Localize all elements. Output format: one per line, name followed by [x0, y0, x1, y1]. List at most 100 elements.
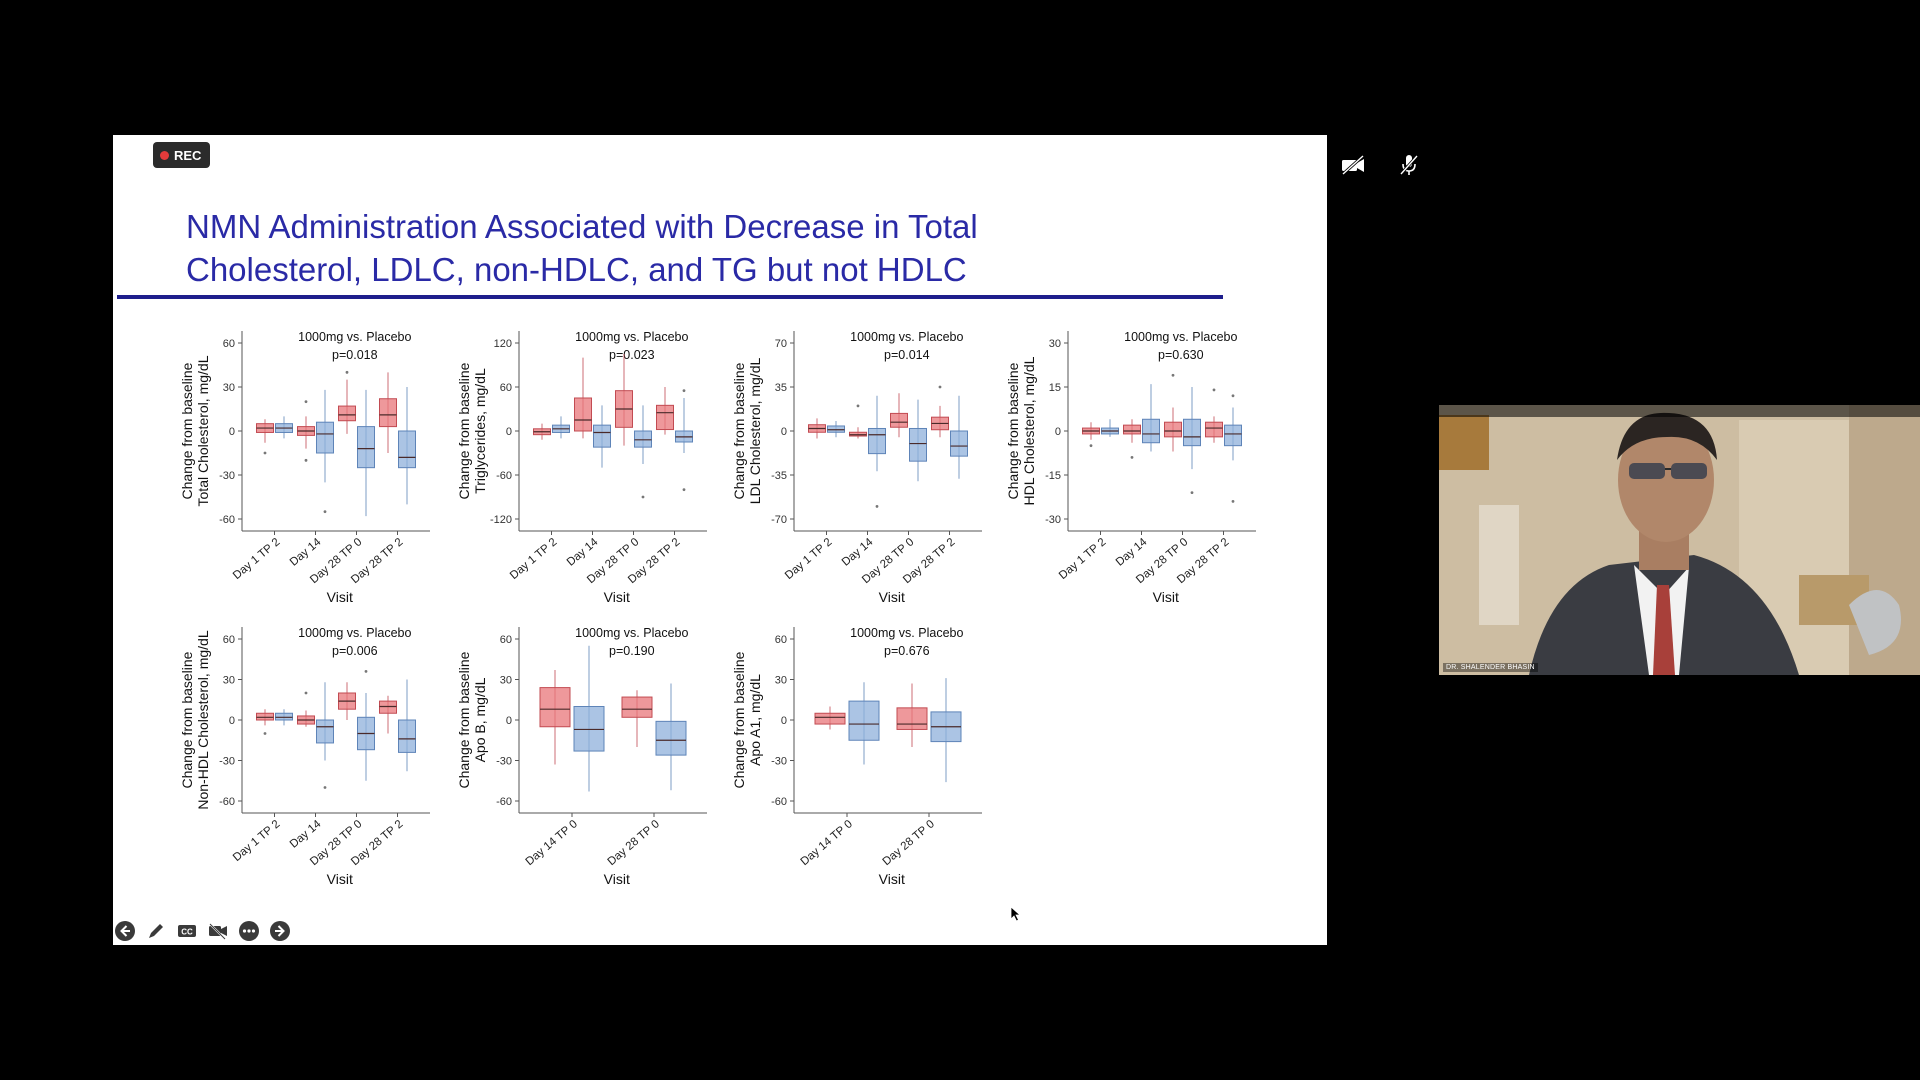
box-outlier [1212, 388, 1216, 392]
x-axis-label: Visit [604, 589, 630, 605]
y-tick-label: -30 [496, 756, 512, 768]
box-placebo [398, 430, 416, 469]
y-tick-label: 30 [223, 382, 235, 394]
x-axis-label: Visit [1153, 589, 1179, 605]
pen-icon[interactable] [144, 919, 168, 943]
y-tick-label: 60 [775, 634, 787, 646]
y-tick-label: 30 [1049, 338, 1061, 350]
y-axis-label: Apo A1, mg/dL [747, 674, 763, 766]
box-treatment [1123, 424, 1141, 435]
p-value-label: p=0.014 [884, 348, 930, 362]
p-value-label: p=0.023 [609, 348, 655, 362]
y-tick-label: 60 [223, 338, 235, 350]
box-placebo [848, 700, 880, 741]
y-tick-label: 0 [229, 426, 235, 438]
y-axis-label: Change from baseline [731, 362, 747, 499]
box-treatment [539, 687, 571, 728]
box-outlier [856, 404, 860, 408]
comparison-annotation: 1000mg vs. Placebo [298, 626, 411, 640]
box-outlier [641, 495, 645, 499]
box-outlier [304, 691, 308, 695]
comparison-annotation: 1000mg vs. Placebo [850, 330, 963, 344]
video-camera-off-icon[interactable] [206, 919, 230, 943]
x-axis-label: Visit [879, 589, 905, 605]
y-tick-label: -30 [219, 470, 235, 482]
slide-title: NMN Administration Associated with Decre… [186, 205, 1186, 291]
video-tile-top-bar [1439, 405, 1920, 417]
y-tick-label: -15 [1045, 470, 1061, 482]
y-tick-label: 30 [775, 675, 787, 687]
y-tick-label: 120 [494, 338, 512, 350]
box-treatment [338, 405, 356, 422]
box-outlier [875, 505, 879, 508]
x-tick-label: Day 14 [288, 536, 324, 569]
recording-badge: REC [153, 142, 211, 168]
box-placebo [634, 430, 652, 448]
y-tick-label: 0 [506, 715, 512, 727]
box-outlier [323, 786, 327, 789]
x-tick-label: Day 1 TP 2 [231, 536, 282, 582]
x-tick-label: Day 14 [1114, 536, 1150, 569]
closed-captions-icon[interactable]: CC [175, 919, 199, 943]
back-arrow-icon[interactable] [113, 919, 137, 943]
participant-name: DR. SHALENDER BHASIN [1443, 663, 1538, 672]
y-tick-label: -60 [496, 470, 512, 482]
box-outlier [1089, 444, 1093, 448]
y-axis-label: Total Cholesterol, mg/dL [195, 355, 211, 506]
recording-label: REC [174, 147, 202, 163]
y-tick-label: -120 [490, 514, 512, 526]
box-treatment [656, 404, 674, 431]
box-outlier [263, 451, 267, 455]
video-off-icon[interactable] [1340, 152, 1366, 178]
x-tick-label: Day 1 TP 2 [783, 536, 834, 582]
comparison-annotation: 1000mg vs. Placebo [575, 626, 688, 640]
box-outlier [938, 385, 942, 389]
x-axis-label: Visit [327, 871, 353, 887]
slide-toolbar: CC [113, 919, 292, 943]
box-treatment [574, 397, 592, 432]
comparison-annotation: 1000mg vs. Placebo [298, 330, 411, 344]
box-treatment [890, 412, 908, 428]
box-treatment [621, 696, 653, 718]
y-tick-label: -30 [1045, 514, 1061, 526]
box-outlier [682, 389, 686, 393]
more-options-icon[interactable] [237, 919, 261, 943]
y-tick-label: -60 [771, 796, 787, 808]
box-outlier [323, 510, 327, 514]
x-tick-label: Day 14 [840, 536, 876, 569]
p-value-label: p=0.018 [332, 348, 378, 362]
forward-arrow-icon[interactable] [268, 919, 292, 943]
box-placebo [655, 720, 687, 756]
x-tick-label: Day 14 TP 0 [799, 818, 855, 868]
x-axis-label: Visit [604, 871, 630, 887]
box-placebo [827, 425, 845, 433]
title-underline [117, 295, 1223, 299]
box-outlier [304, 458, 308, 462]
x-axis-label: Visit [879, 871, 905, 887]
x-tick-label: Day 28 TP 0 [606, 818, 662, 868]
participant-video-frame [1439, 405, 1920, 675]
x-tick-label: Day 28 TP 0 [881, 818, 937, 868]
y-axis-label: Apo B, mg/dL [472, 677, 488, 762]
box-placebo [573, 706, 605, 752]
box-outlier [1171, 373, 1175, 377]
y-axis-label: Change from baseline [179, 362, 195, 499]
box-outlier [1130, 456, 1134, 459]
box-placebo [950, 430, 968, 457]
participant-video-tile[interactable]: DR. SHALENDER BHASIN [1439, 405, 1920, 675]
box-placebo [1183, 418, 1201, 447]
comparison-annotation: 1000mg vs. Placebo [575, 330, 688, 344]
y-tick-label: 30 [500, 675, 512, 687]
y-tick-label: 0 [781, 715, 787, 727]
box-outlier [1231, 394, 1235, 398]
svg-text:CC: CC [181, 928, 193, 937]
y-tick-label: -60 [219, 796, 235, 808]
p-value-label: p=0.006 [332, 644, 378, 658]
y-axis-label: Change from baseline [731, 651, 747, 788]
box-treatment [379, 398, 397, 428]
y-axis-label: Non-HDL Cholesterol, mg/dL [195, 630, 211, 809]
y-tick-label: 0 [229, 715, 235, 727]
mic-muted-icon[interactable] [1396, 152, 1422, 178]
box-placebo [909, 427, 927, 462]
